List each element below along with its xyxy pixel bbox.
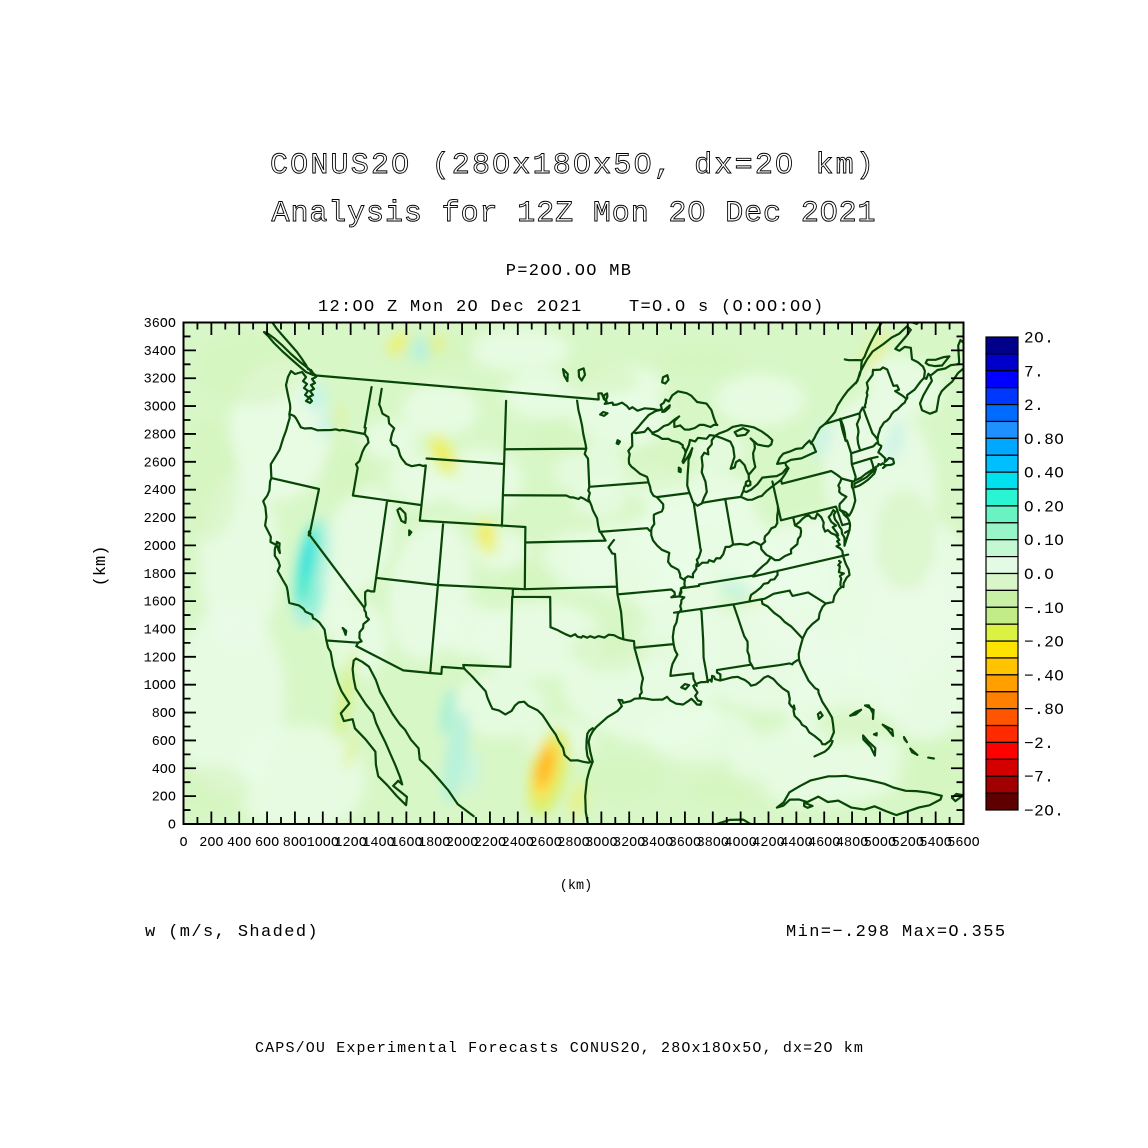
svg-text:7.: 7. [1024,363,1044,381]
svg-text:2OOO: 2OOO [144,540,176,555]
svg-text:52OO: 52OO [892,836,924,851]
svg-text:42OO: 42OO [752,836,784,851]
svg-text:38OO: 38OO [697,836,729,851]
svg-text:−.8O: −.8O [1024,701,1064,719]
svg-text:32OO: 32OO [613,836,645,851]
svg-text:−2.: −2. [1024,735,1054,753]
svg-text:O.2O: O.2O [1024,498,1064,516]
svg-text:2O.: 2O. [1024,330,1054,348]
svg-text:−7.: −7. [1024,769,1054,787]
svg-text:8OO: 8OO [152,707,176,722]
svg-text:16OO: 16OO [390,836,422,851]
svg-text:−.2O: −.2O [1024,634,1064,652]
svg-text:4OOO: 4OOO [724,836,756,851]
svg-text:12:OO Z Mon 2O Dec 2O21: 12:OO Z Mon 2O Dec 2O21 [318,298,583,317]
svg-text:36OO: 36OO [144,317,176,332]
svg-text:Min=−.298 Max=O.355: Min=−.298 Max=O.355 [786,923,1006,942]
svg-text:Analysis for 12Z Mon 2O Dec 2O: Analysis for 12Z Mon 2O Dec 2O21 [272,197,877,231]
svg-text:−2O.: −2O. [1024,803,1064,821]
svg-text:4OO: 4OO [227,836,251,851]
svg-text:(km): (km) [92,546,111,587]
svg-text:36OO: 36OO [669,836,701,851]
svg-text:3OOO: 3OOO [585,836,617,851]
svg-text:32OO: 32OO [144,373,176,388]
svg-text:(km): (km) [560,879,592,894]
svg-text:O.4O: O.4O [1024,465,1064,483]
svg-text:−.1O: −.1O [1024,600,1064,618]
svg-text:3OOO: 3OOO [144,401,176,416]
svg-text:O: O [168,819,176,834]
svg-text:28OO: 28OO [557,836,589,851]
svg-text:14OO: 14OO [362,836,394,851]
svg-text:−.4O: −.4O [1024,667,1064,685]
svg-text:1OOO: 1OOO [144,679,176,694]
svg-text:O.O: O.O [1024,566,1054,584]
svg-text:8OO: 8OO [283,836,307,851]
svg-text:34OO: 34OO [641,836,673,851]
svg-text:22OO: 22OO [144,512,176,527]
svg-text:2.: 2. [1024,397,1044,415]
svg-text:O.8O: O.8O [1024,431,1064,449]
svg-text:54OO: 54OO [919,836,951,851]
svg-text:T=O.O s (O:OO:OO): T=O.O s (O:OO:OO) [629,298,825,317]
svg-text:5OOO: 5OOO [864,836,896,851]
svg-text:O: O [179,836,187,851]
svg-text:1OOO: 1OOO [307,836,339,851]
svg-text:46OO: 46OO [808,836,840,851]
svg-text:2OOO: 2OOO [446,836,478,851]
svg-text:12OO: 12OO [144,651,176,666]
svg-text:24OO: 24OO [502,836,534,851]
svg-text:24OO: 24OO [144,484,176,499]
svg-text:w (m/s, Shaded): w (m/s, Shaded) [145,923,319,942]
svg-text:18OO: 18OO [144,568,176,583]
svg-text:CONUS2O (28Ox18Ox5O, dx=2O km): CONUS2O (28Ox18Ox5O, dx=2O km) [270,149,876,183]
svg-text:18OO: 18OO [418,836,450,851]
svg-text:26OO: 26OO [144,456,176,471]
svg-text:48OO: 48OO [836,836,868,851]
svg-text:2OO: 2OO [199,836,223,851]
svg-text:6OO: 6OO [255,836,279,851]
svg-text:26OO: 26OO [529,836,561,851]
svg-text:2OO: 2OO [152,791,176,806]
svg-text:4OO: 4OO [152,763,176,778]
svg-text:P=2OO.OO MB: P=2OO.OO MB [506,262,633,281]
svg-text:6OO: 6OO [152,735,176,750]
svg-text:22OO: 22OO [474,836,506,851]
svg-text:12OO: 12OO [334,836,366,851]
svg-text:34OO: 34OO [144,345,176,360]
svg-text:14OO: 14OO [144,624,176,639]
svg-text:28OO: 28OO [144,428,176,443]
svg-text:16OO: 16OO [144,596,176,611]
svg-text:CAPS/OU Experimental Forecasts: CAPS/OU Experimental Forecasts CONUS2O, … [255,1040,864,1057]
svg-text:56OO: 56OO [947,836,979,851]
svg-text:44OO: 44OO [780,836,812,851]
svg-text:O.1O: O.1O [1024,532,1064,550]
